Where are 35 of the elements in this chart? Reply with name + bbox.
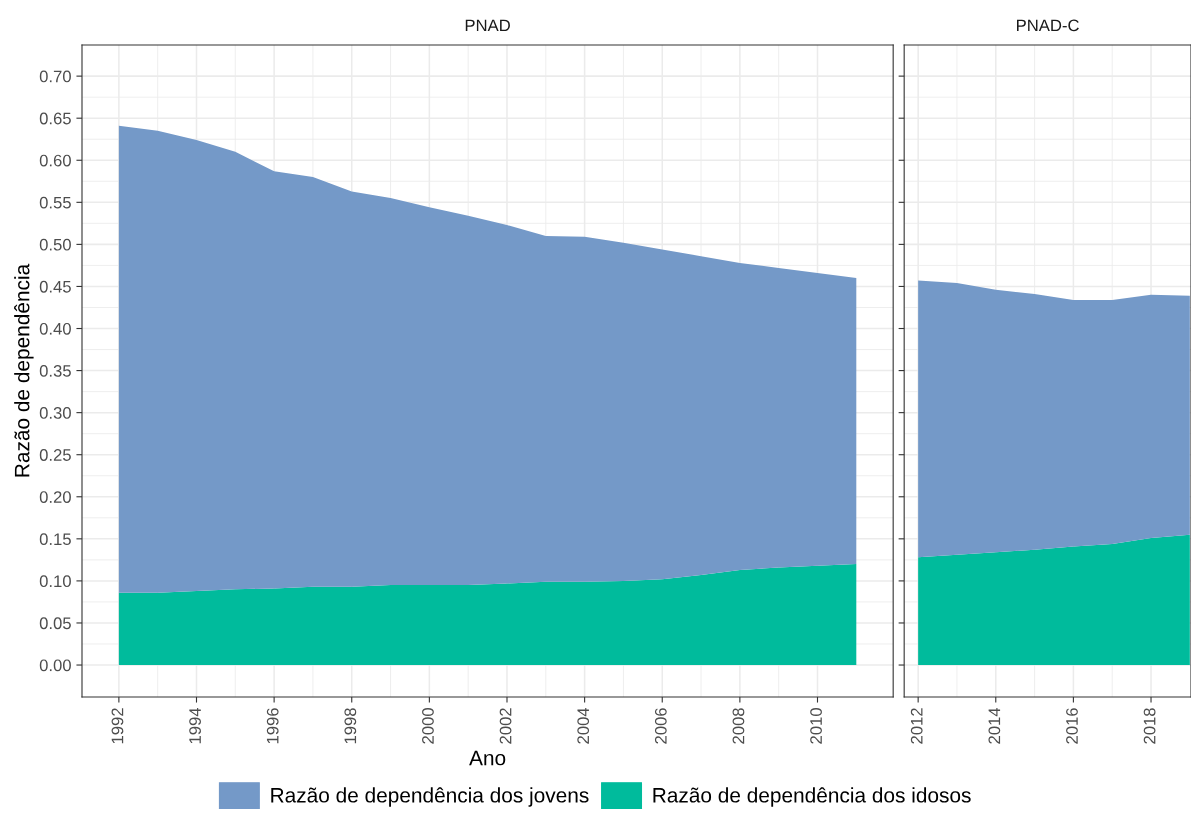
x-tick-label: 2018 <box>1143 708 1156 744</box>
y-tick-label: 0.30 <box>39 407 71 419</box>
x-tick-label: 1994 <box>189 707 201 744</box>
x-tick-label: 2006 <box>654 708 667 744</box>
y-tick-label: 0.05 <box>39 617 71 630</box>
x-tick-label: 1992 <box>111 708 124 744</box>
x-tick-label: 2010 <box>810 708 822 744</box>
legend-label: Razão de dependência dos idosos <box>653 787 971 807</box>
y-tick-label: 0.10 <box>39 575 71 588</box>
y-axis-title: Razão de dependência <box>14 263 34 477</box>
legend-label: Razão de dependência dos jovens <box>271 787 589 807</box>
y-tick-label: 0.15 <box>39 533 71 546</box>
y-tick-label: 0.35 <box>39 364 71 377</box>
chart-title: PNAD-C <box>1017 19 1079 32</box>
y-tick-label: 0.60 <box>39 154 71 167</box>
x-tick-label: 2008 <box>732 708 745 744</box>
x-tick-label: 2012 <box>910 708 923 744</box>
x-axis-title: Ano <box>469 750 506 766</box>
y-tick-label: 0.65 <box>39 112 71 125</box>
y-tick-label: 0.45 <box>39 280 71 293</box>
y-tick-label: 0.50 <box>39 238 71 251</box>
y-tick-label: 0.70 <box>39 70 71 83</box>
y-tick-label: 0.55 <box>39 196 71 209</box>
x-tick-label: 2014 <box>988 707 1001 744</box>
y-tick-label: 0.25 <box>39 449 71 461</box>
x-tick-label: 2016 <box>1066 708 1078 744</box>
y-tick-label: 0.40 <box>39 322 71 335</box>
x-tick-label: 2004 <box>577 707 590 744</box>
y-tick-label: 0.00 <box>39 659 71 672</box>
x-tick-label: 1998 <box>344 708 357 744</box>
x-tick-label: 2000 <box>422 708 434 744</box>
y-tick-label: 0.20 <box>39 491 71 503</box>
x-tick-label: 2002 <box>499 708 512 744</box>
chart-title: PNAD <box>465 19 510 32</box>
x-tick-label: 1996 <box>266 708 279 744</box>
